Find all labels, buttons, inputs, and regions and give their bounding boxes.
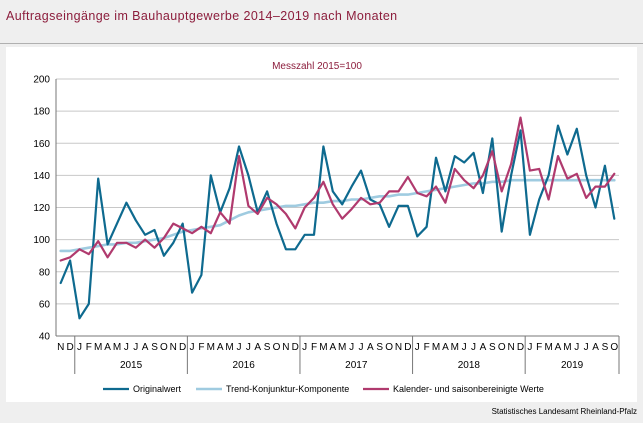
month-tick-label: N xyxy=(395,342,402,353)
month-tick-label: M xyxy=(225,342,233,353)
chart-subtitle: Messzahl 2015=100 xyxy=(272,61,362,72)
month-tick-label: S xyxy=(264,342,271,353)
month-tick-label: J xyxy=(236,342,241,353)
month-tick-label: N xyxy=(57,342,64,353)
month-tick-label: O xyxy=(273,342,281,353)
header-divider xyxy=(0,43,643,44)
month-tick-label: O xyxy=(498,342,506,353)
month-tick-label: S xyxy=(376,342,383,353)
legend-label-adjusted: Kalender- und saisonbereinigte Werte xyxy=(393,384,544,394)
month-tick-label: J xyxy=(471,342,476,353)
month-tick-label: F xyxy=(424,342,430,353)
month-tick-label: F xyxy=(198,342,204,353)
month-tick-label: A xyxy=(142,342,149,353)
month-tick-label: J xyxy=(527,342,532,353)
month-tick-label: S xyxy=(602,342,609,353)
month-tick-label: S xyxy=(489,342,496,353)
header: Auftragseingänge im Bauhauptgewerbe 2014… xyxy=(0,0,643,46)
month-tick-label: A xyxy=(254,342,261,353)
month-tick-label: N xyxy=(170,342,177,353)
page-title: Auftragseingänge im Bauhauptgewerbe 2014… xyxy=(6,9,398,23)
month-tick-label: A xyxy=(442,342,449,353)
month-tick-label: A xyxy=(367,342,374,353)
month-tick-label: D xyxy=(404,342,411,353)
month-tick-label: J xyxy=(358,342,363,353)
month-tick-label: D xyxy=(179,342,186,353)
month-tick-label: A xyxy=(217,342,224,353)
legend: Originalwert Trend-Konjunktur-Komponente… xyxy=(103,384,544,394)
year-tick-label: 2015 xyxy=(120,360,143,371)
month-tick-label: M xyxy=(94,342,102,353)
month-tick-label: A xyxy=(592,342,599,353)
month-tick-label: N xyxy=(282,342,289,353)
legend-label-original: Originalwert xyxy=(133,384,182,394)
axes xyxy=(55,79,620,374)
month-tick-label: M xyxy=(319,342,327,353)
series-line-original xyxy=(59,124,616,320)
y-tick-label: 200 xyxy=(33,75,50,86)
month-tick-label: J xyxy=(302,342,307,353)
y-axis-labels: 40 60 80 100 120 140 160 180 200 xyxy=(33,75,50,343)
month-tick-label: A xyxy=(480,342,487,353)
month-tick-label: M xyxy=(563,342,571,353)
series-lines xyxy=(59,116,616,320)
month-tick-label: F xyxy=(311,342,317,353)
month-tick-label: M xyxy=(432,342,440,353)
y-tick-label: 100 xyxy=(33,235,50,246)
y-tick-label: 120 xyxy=(33,203,50,214)
month-tick-label: J xyxy=(415,342,420,353)
month-tick-label: S xyxy=(151,342,158,353)
month-tick-label: A xyxy=(555,342,562,353)
year-tick-label: 2016 xyxy=(233,360,256,371)
month-tick-label: M xyxy=(113,342,121,353)
month-tick-label: M xyxy=(338,342,346,353)
y-tick-label: 180 xyxy=(33,107,50,118)
line-chart: Messzahl 2015=100 40 60 80 100 120 140 160 180 2… xyxy=(33,61,620,394)
y-tick-label: 140 xyxy=(33,171,50,182)
month-tick-label: J xyxy=(574,342,579,353)
month-tick-label: J xyxy=(124,342,129,353)
month-tick-label: O xyxy=(160,342,168,353)
month-tick-label: J xyxy=(77,342,82,353)
month-tick-label: D xyxy=(292,342,299,353)
y-tick-label: 60 xyxy=(39,299,51,310)
month-tick-label: F xyxy=(86,342,92,353)
y-tick-label: 80 xyxy=(39,267,51,278)
month-tick-label: J xyxy=(190,342,195,353)
month-tick-label: O xyxy=(610,342,618,353)
month-tick-label: D xyxy=(66,342,73,353)
y-tick-label: 160 xyxy=(33,139,50,150)
month-tick-label: D xyxy=(517,342,524,353)
month-tick-label: A xyxy=(104,342,111,353)
series-line-adjusted xyxy=(59,116,616,262)
month-tick-label: J xyxy=(349,342,354,353)
month-tick-label: J xyxy=(462,342,467,353)
y-tick-label: 40 xyxy=(39,332,51,343)
month-tick-label: J xyxy=(133,342,138,353)
series-line-trend xyxy=(59,178,616,253)
month-tick-label: J xyxy=(246,342,251,353)
month-tick-label: F xyxy=(536,342,542,353)
month-tick-label: O xyxy=(385,342,393,353)
year-tick-label: 2018 xyxy=(458,360,481,371)
gridlines xyxy=(56,78,619,305)
year-tick-label: 2017 xyxy=(345,360,368,371)
source-note: Statistisches Landesamt Rheinland-Pfalz xyxy=(491,407,637,416)
month-tick-label: A xyxy=(329,342,336,353)
month-tick-label: M xyxy=(207,342,215,353)
legend-label-trend: Trend-Konjunktur-Komponente xyxy=(226,384,349,394)
chart-panel: Messzahl 2015=100 40 60 80 100 120 140 160 180 2… xyxy=(6,47,637,402)
month-tick-label: M xyxy=(451,342,459,353)
month-tick-label: N xyxy=(507,342,514,353)
year-tick-label: 2019 xyxy=(561,360,584,371)
month-tick-label: M xyxy=(544,342,552,353)
month-tick-label: J xyxy=(584,342,589,353)
